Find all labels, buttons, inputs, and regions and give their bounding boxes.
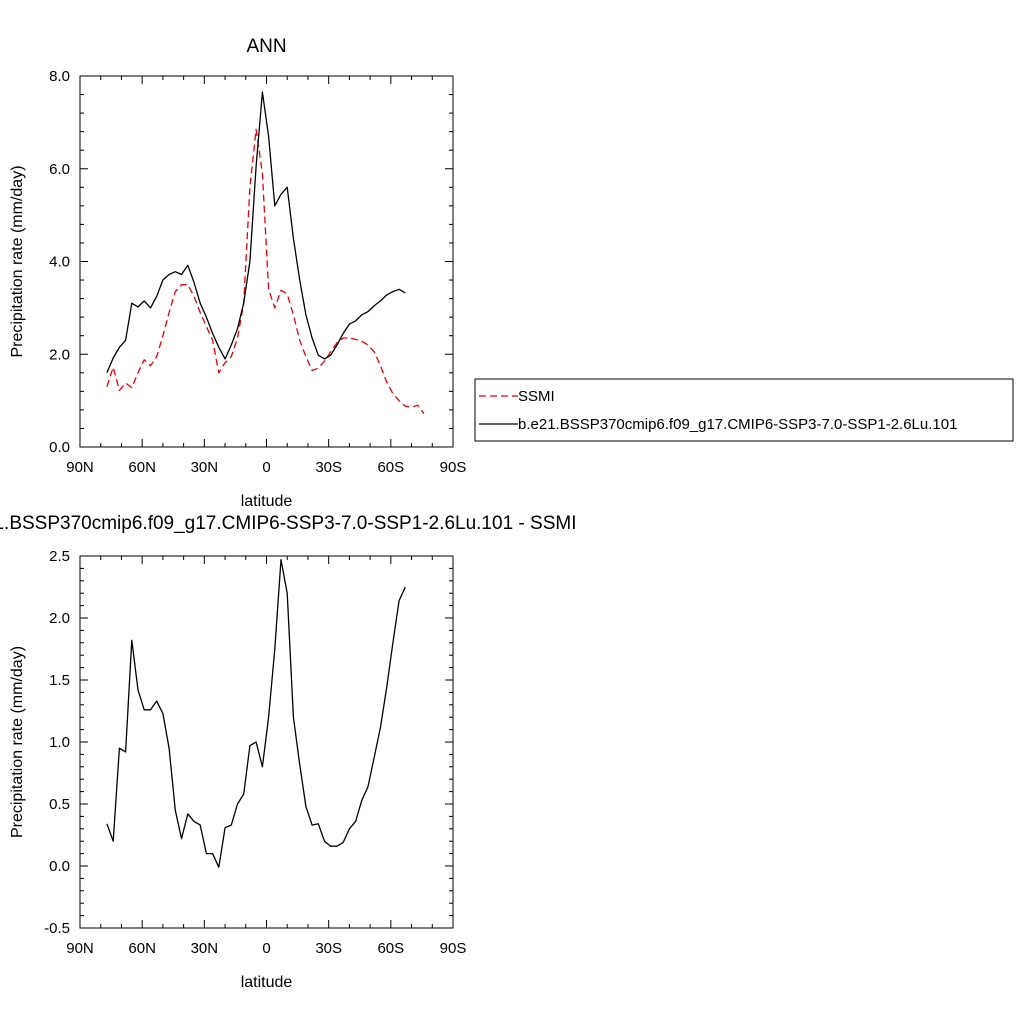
y-tick-label: 2.5 [49,548,70,565]
y-tick-label: -0.5 [44,920,70,937]
x-tick-label: 60N [128,940,156,957]
y-tick-label: 4.0 [49,254,70,271]
x-tick-label: 30N [191,459,219,476]
x-tick-label: 30S [315,459,342,476]
x-tick-label: 90S [440,940,467,957]
x-tick-label: 30S [315,940,342,957]
x-tick-label: 0 [262,459,270,476]
y-tick-label: 2.0 [49,610,70,627]
y-tick-label: 0.0 [49,439,70,456]
y-tick-label: 8.0 [49,68,70,85]
chart-title: ANN [246,36,286,57]
legend-label-2: b.e21.BSSP370cmip6.f09_g17.CMIP6-SSP3-7.… [518,416,957,433]
x-tick-label: 0 [262,940,270,957]
chart-title: b.e21.BSSP370cmip6.f09_g17.CMIP6-SSP3-7.… [0,513,576,534]
y-tick-label: 6.0 [49,161,70,178]
x-tick-label: 60N [128,459,156,476]
x-tick-label: 90S [440,459,467,476]
x-axis-label: latitude [241,974,293,991]
series-line-1 [106,559,406,868]
y-tick-label: 1.0 [49,734,70,751]
chart-panel-1: 90N 60N 30N 0 30S 60S 90S 0.0 2.0 4.0 6.0 8.0 ANN lat… [9,36,1014,510]
y-tick-label: 2.0 [49,346,70,363]
x-tick-label: 60S [377,459,404,476]
x-tick-label: 90N [66,940,94,957]
legend-box [474,378,1014,442]
series-line-2 [106,91,406,374]
y-axis-label: Precipitation rate (mm/day) [9,165,26,357]
x-tick-label: 60S [377,940,404,957]
x-axis-label: latitude [241,493,293,510]
y-tick-label: 1.5 [49,672,70,689]
legend-label-1: SSMI [518,388,555,405]
y-axis-label: Precipitation rate (mm/day) [9,646,26,838]
y-tick-label: 0.5 [49,796,70,813]
x-tick-label: 30N [191,940,219,957]
chart-panel-2: 90N 60N 30N 0 30S 60S 90S -0.5 0.0 0.5 1.0 1.5 2.0 2.… [0,513,576,991]
series-line-1 [106,128,425,414]
x-tick-label: 90N [66,459,94,476]
y-tick-label: 0.0 [49,858,70,875]
